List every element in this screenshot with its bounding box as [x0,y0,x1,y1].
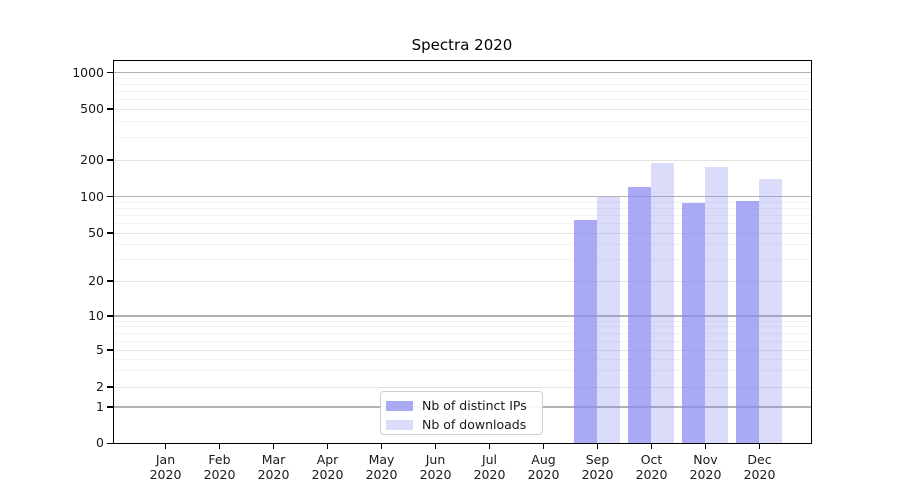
gridline [114,280,811,282]
y-tick-label: 1 [96,399,104,414]
x-tick-label: Jul 2020 [473,452,506,482]
x-tick-mark [758,444,761,449]
bar-nb-of-distinct-ips-nov [681,203,705,443]
gridline [114,108,811,110]
x-tick-label: Jun 2020 [419,452,452,482]
gridline-minor [114,214,811,216]
bar-nb-of-downloads-nov [704,167,728,443]
y-tick-label: 1000 [72,64,104,80]
y-tick-label: 200 [80,152,104,167]
bar-nb-of-downloads-dec [758,178,782,443]
gridline-minor [114,320,811,322]
legend-item-downloads: Nb of downloads [386,417,536,433]
legend: Nb of distinct IPs Nb of downloads [380,391,543,435]
bar-nb-of-distinct-ips-sep [573,220,597,443]
gridline-minor [114,340,811,342]
y-tick-mark [107,280,113,282]
gridline-minor [114,90,811,92]
gridline-minor [114,370,811,372]
bar-nb-of-distinct-ips-oct [627,187,651,443]
legend-item-distinct-ips: Nb of distinct IPs [386,398,536,414]
legend-label-downloads: Nb of downloads [422,417,527,432]
x-tick-mark [596,444,599,449]
bar-nb-of-distinct-ips-dec [735,200,759,443]
gridline-minor [114,207,811,209]
y-tick-mark [107,108,113,110]
bar-nb-of-downloads-oct [650,162,674,443]
x-tick-mark [434,444,437,449]
plot-area [113,60,812,444]
y-tick-mark [107,349,113,351]
gridline-minor [114,222,811,224]
legend-swatch-downloads [386,420,413,430]
y-tick-mark [107,406,113,408]
x-tick-label: Oct 2020 [635,452,668,482]
y-tick-label: 20 [88,273,104,288]
x-tick-mark [542,444,545,449]
x-tick-label: May 2020 [365,452,398,482]
gridline-minor [114,358,811,360]
y-tick-mark [107,71,113,74]
y-tick-mark [107,195,113,198]
x-tick-label: Sep 2020 [581,452,614,482]
x-tick-label: Dec 2020 [743,452,776,482]
gridline [114,159,811,161]
gridline-minor [114,83,811,85]
gridline-decade [114,315,811,317]
gridline-minor [114,136,811,138]
chart-title: Spectra 2020 [411,36,513,54]
y-tick-label: 10 [88,308,104,323]
gridline-minor [114,326,811,328]
x-tick-mark [380,444,383,449]
y-tick-label: 2 [96,379,104,394]
legend-label-distinct-ips: Nb of distinct IPs [422,398,527,413]
x-tick-mark [326,444,329,449]
x-tick-label: Feb 2020 [203,452,236,482]
y-tick-label: 100 [80,188,104,204]
y-tick-mark [107,315,113,317]
x-tick-label: Aug 2020 [527,452,560,482]
y-tick-mark [107,232,113,234]
gridline-minor [114,201,811,203]
x-tick-mark [488,444,491,449]
x-tick-label: Jan 2020 [149,452,182,482]
gridline [114,232,811,234]
gridline-minor [114,244,811,246]
y-tick-label: 0 [96,435,104,451]
x-tick-label: Nov 2020 [689,452,722,482]
bar-nb-of-downloads-sep [596,196,620,443]
gridline-decade [114,71,811,74]
x-tick-mark [218,444,221,449]
gridline-decade [114,195,811,198]
gridline-minor [114,120,811,122]
x-tick-mark [164,444,167,449]
y-tick-mark [107,159,113,161]
gridline-minor [114,332,811,334]
gridline-minor [114,98,811,100]
gridline [114,349,811,351]
legend-swatch-distinct-ips [386,401,413,411]
gridline-minor [114,259,811,261]
x-tick-mark [704,444,707,449]
x-tick-label: Mar 2020 [257,452,290,482]
y-tick-mark [107,386,113,388]
x-tick-label: Apr 2020 [311,452,344,482]
gridline-minor [114,77,811,79]
y-tick-label: 5 [96,342,104,357]
y-tick-label: 500 [80,101,104,116]
y-tick-label: 50 [88,225,104,240]
x-tick-mark [272,444,275,449]
gridline [114,386,811,388]
x-tick-mark [650,444,653,449]
y-tick-mark [107,442,113,445]
